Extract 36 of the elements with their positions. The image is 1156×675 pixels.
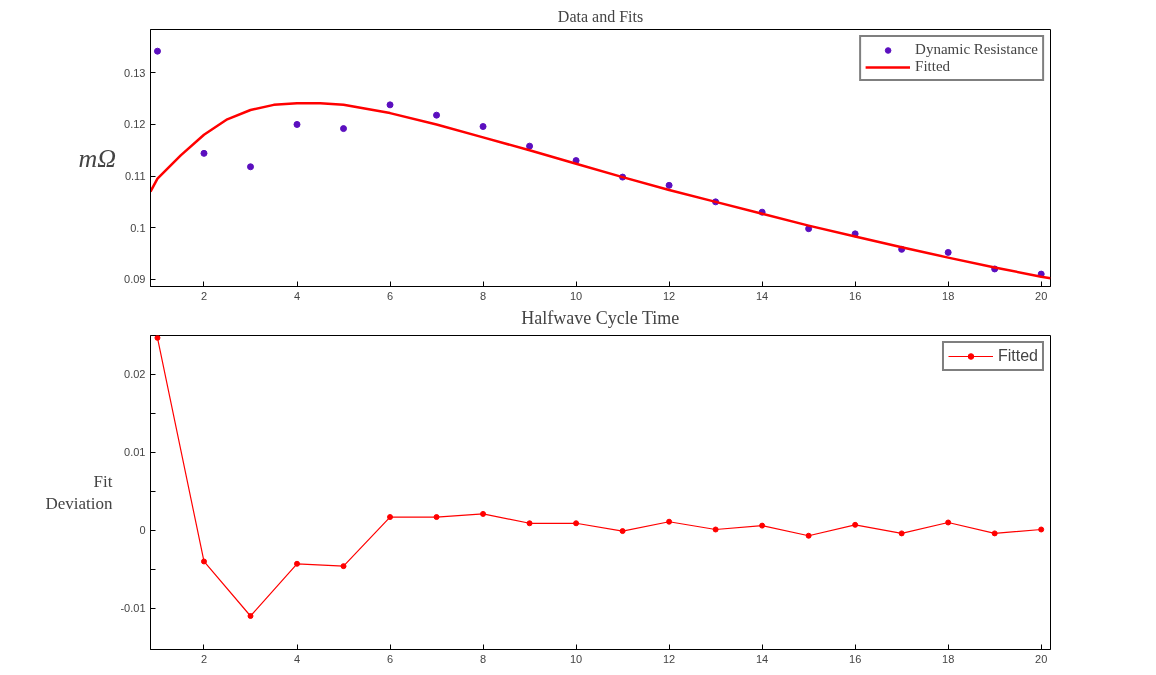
x-tick-label: 4 <box>293 289 301 302</box>
x-tick-label: 8 <box>480 652 487 665</box>
x-tick-label: 6 <box>386 652 394 665</box>
y-tick-label: 0.12 <box>124 118 146 131</box>
y-tick-label: 0.11 <box>124 170 146 183</box>
x-tick-label: 20 <box>1035 652 1048 665</box>
x-tick-label: 14 <box>756 652 769 665</box>
y-tick-label: 0.01 <box>124 446 146 459</box>
y-tick-label: -0.01 <box>120 602 146 615</box>
y-axis-title: mΩ <box>78 143 117 173</box>
x-tick-label: 10 <box>569 289 583 302</box>
y-axis-title: Fit Deviation <box>45 471 113 514</box>
x-tick-label: 20 <box>1035 289 1048 302</box>
legend-label: Fitted <box>997 347 1038 365</box>
x-tick-label: 8 <box>480 289 487 302</box>
x-tick-label: 2 <box>200 289 208 302</box>
y-tick-label: 0 <box>139 524 146 537</box>
y-tick-label: 0.13 <box>124 66 146 79</box>
y-tick-label: 0.02 <box>124 368 146 381</box>
legend-label: Dynamic Resistance <box>915 41 1038 58</box>
x-tick-label: 16 <box>849 289 862 302</box>
x-tick-label: 12 <box>662 652 676 665</box>
x-tick-label: 2 <box>200 652 208 665</box>
legend-label: Fitted <box>915 58 951 75</box>
x-tick-label: 16 <box>849 652 862 665</box>
y-tick-label: 0.1 <box>130 221 146 234</box>
x-tick-label: 12 <box>662 289 676 302</box>
y-tick-label: 0.09 <box>124 273 146 286</box>
x-tick-label: 6 <box>386 289 394 302</box>
x-tick-label: 14 <box>756 289 769 302</box>
chart-title: Data and Fits <box>557 7 644 25</box>
x-tick-label: 18 <box>942 652 955 665</box>
x-tick-label: 4 <box>293 652 301 665</box>
x-tick-label: 10 <box>569 652 583 665</box>
x-tick-label: 18 <box>942 289 955 302</box>
x-axis-title: Halfwave Cycle Time <box>521 307 680 328</box>
